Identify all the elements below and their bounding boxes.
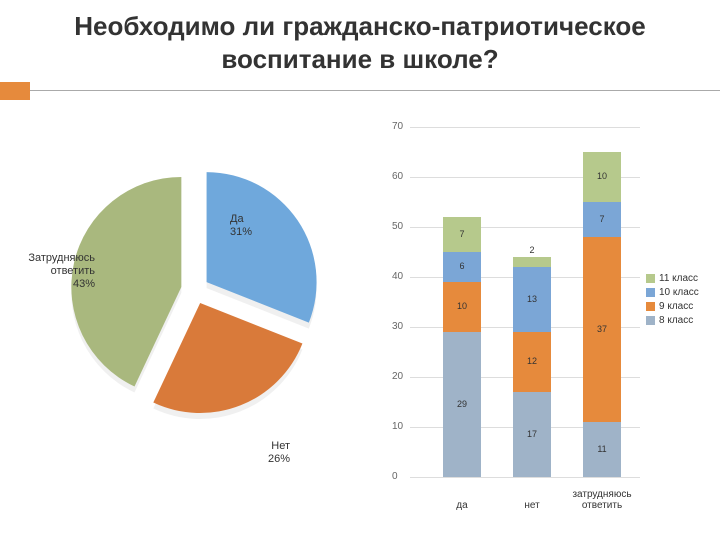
bar-segment: 17	[513, 392, 551, 477]
y-tick-label: 30	[392, 321, 403, 332]
bar-segment: 29	[443, 332, 481, 477]
pie-slice	[207, 172, 317, 322]
bar-value-label: 2	[513, 245, 551, 255]
x-category-label: затрудняюсь ответить	[563, 489, 641, 511]
y-tick-label: 20	[392, 371, 403, 382]
legend-swatch	[646, 288, 655, 297]
pie-slice	[153, 303, 302, 413]
y-tick-label: 50	[392, 221, 403, 232]
bar-value-label: 10	[583, 171, 621, 181]
bar-segment: 10	[443, 282, 481, 332]
gridline	[410, 127, 640, 128]
pie-slice-label: Затрудняюсь ответить43%	[5, 252, 95, 292]
bar-value-label: 12	[513, 356, 551, 366]
bar-value-label: 10	[443, 301, 481, 311]
bar-segment: 6	[443, 252, 481, 282]
accent-bar	[0, 82, 30, 100]
y-tick-label: 60	[392, 171, 403, 182]
bar-column: 17 12 13 2	[513, 257, 551, 477]
legend-label: 9 класс	[659, 301, 693, 312]
bar-value-label: 7	[443, 229, 481, 239]
legend-label: 8 класс	[659, 315, 693, 326]
gridline	[410, 477, 640, 478]
bar-segment: 12	[513, 332, 551, 392]
bar-column: 11 37 7 10	[583, 152, 621, 477]
y-tick-label: 10	[392, 421, 403, 432]
bar-legend: 11 класс 10 класс 9 класс 8 класс	[646, 270, 699, 329]
legend-swatch	[646, 274, 655, 283]
y-tick-label: 0	[392, 471, 398, 482]
pie-svg	[65, 160, 325, 420]
legend-label: 11 класс	[659, 273, 698, 284]
pie-slice-label: Нет26%	[200, 440, 290, 466]
x-category-label: нет	[493, 500, 571, 511]
legend-swatch	[646, 302, 655, 311]
bar-segment: 2	[513, 257, 551, 267]
bar-value-label: 13	[513, 294, 551, 304]
bar-segment: 13	[513, 267, 551, 332]
legend-item: 9 класс	[646, 301, 699, 312]
y-tick-label: 40	[392, 271, 403, 282]
stacked-bar-chart: 0 10 20 30 40 50 60 70 29 10 6 7 да 17 12 13 2 нет 11 37 7 10…	[380, 115, 640, 515]
bar-value-label: 17	[513, 429, 551, 439]
bar-value-label: 7	[583, 214, 621, 224]
legend-item: 8 класс	[646, 315, 699, 326]
page-title: Необходимо ли гражданско-патриотическое …	[30, 10, 690, 75]
pie-slice-label: Да31%	[230, 213, 320, 239]
title-rule	[30, 90, 720, 91]
bar-segment: 7	[443, 217, 481, 252]
bar-value-label: 6	[443, 261, 481, 271]
bar-segment: 37	[583, 237, 621, 422]
legend-item: 11 класс	[646, 273, 699, 284]
x-category-label: да	[423, 500, 501, 511]
bar-segment: 10	[583, 152, 621, 202]
legend-item: 10 класс	[646, 287, 699, 298]
legend-label: 10 класс	[659, 287, 699, 298]
legend-swatch	[646, 316, 655, 325]
bar-value-label: 11	[583, 444, 621, 454]
bar-segment: 11	[583, 422, 621, 477]
bar-value-label: 37	[583, 324, 621, 334]
pie-chart: Да31%Нет26%Затрудняюсь ответить43%	[65, 160, 325, 420]
bar-column: 29 10 6 7	[443, 217, 481, 477]
y-tick-label: 70	[392, 121, 403, 132]
bar-value-label: 29	[443, 399, 481, 409]
bar-segment: 7	[583, 202, 621, 237]
